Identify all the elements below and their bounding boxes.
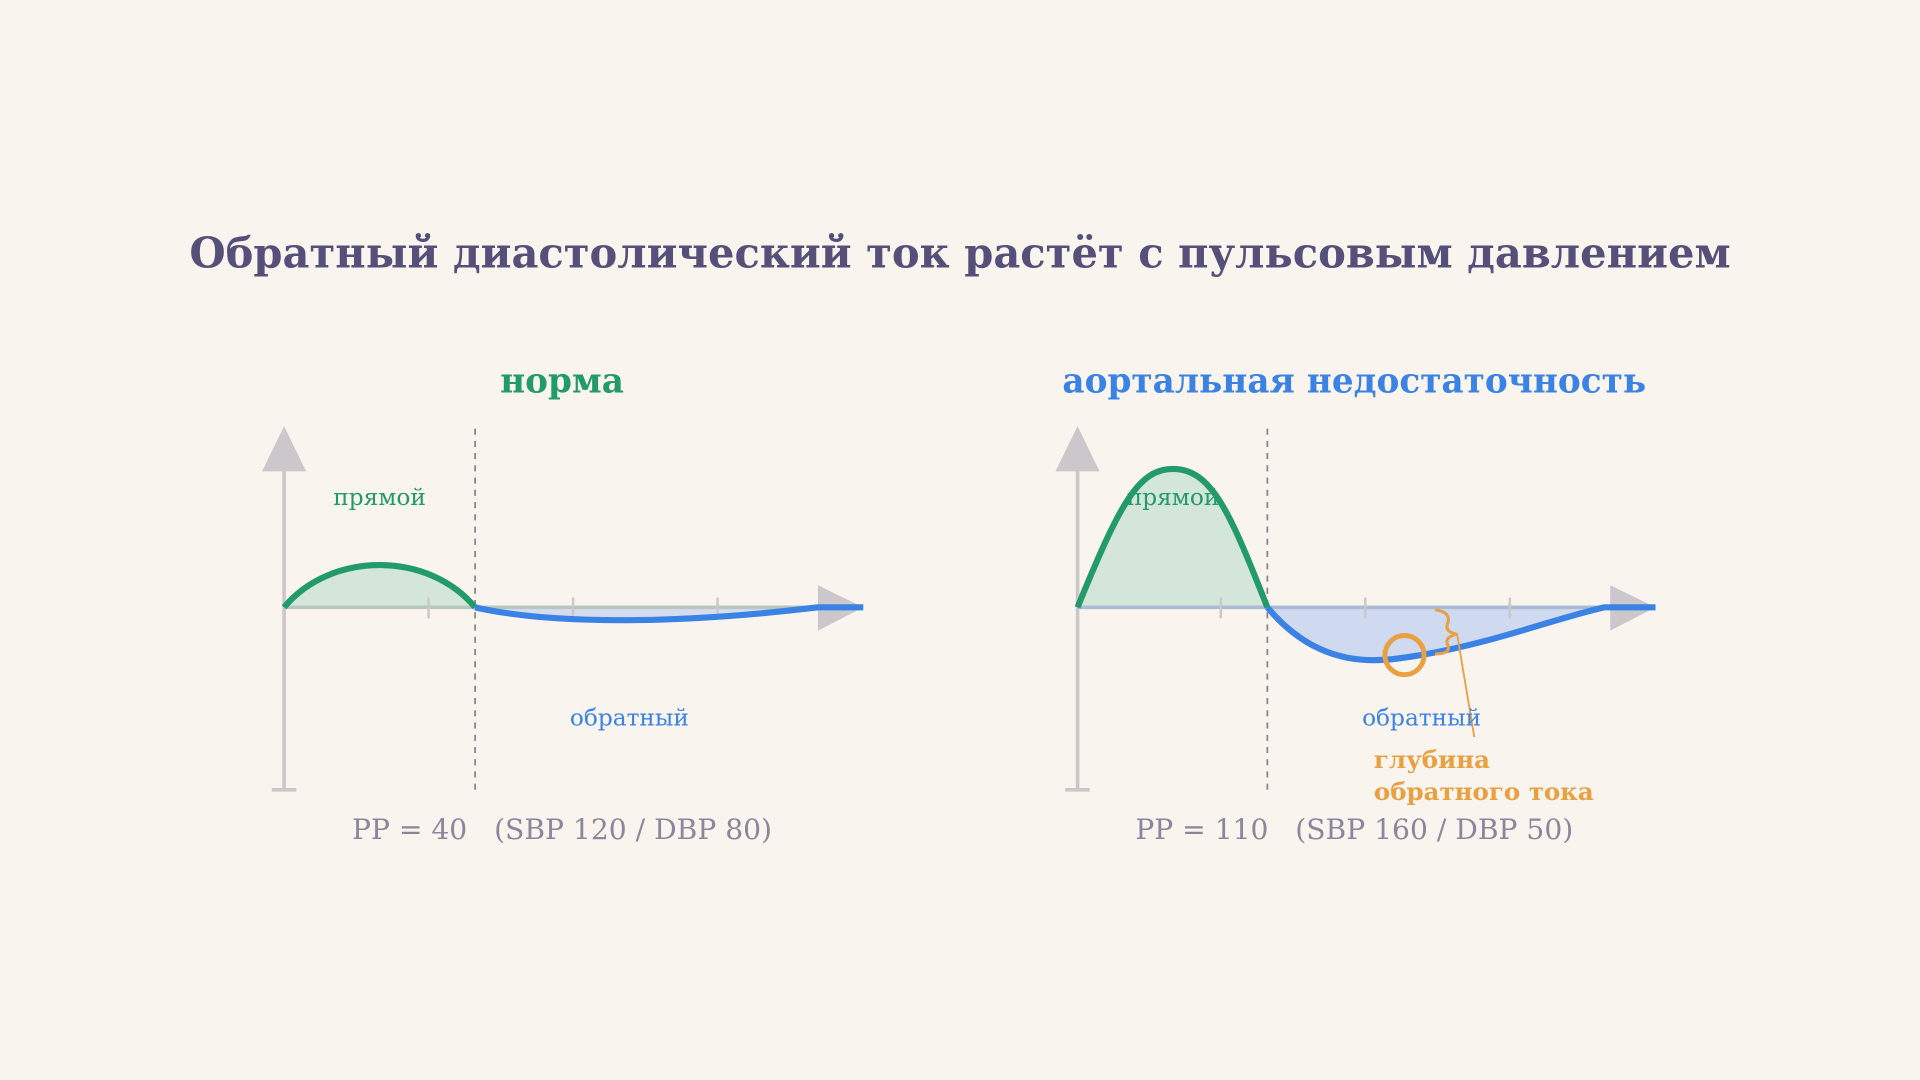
forward-curve: [281, 562, 478, 610]
title: Обратный диастолический ток растёт с пул…: [189, 229, 1730, 278]
caption: PP = 40 (SBP 120 / DBP 80): [352, 813, 772, 846]
depth-marker: [1382, 633, 1427, 678]
reverse-label: обратный: [570, 704, 689, 731]
panel-regurgitation: аортальная недостаточность прямой обратн…: [1055, 361, 1656, 846]
annotation: обратного тока: [1374, 777, 1594, 806]
reverse-area: [1267, 607, 1605, 661]
forward-curve: [1074, 465, 1271, 609]
leader-line: [1456, 634, 1476, 738]
y-arrow: [262, 426, 307, 472]
annotation: глубина: [1374, 745, 1490, 774]
panel-title: аортальная недостаточность: [1062, 361, 1646, 401]
y-arrow: [1055, 426, 1100, 472]
panel-title: норма: [500, 361, 624, 401]
reverse-curve: [474, 604, 864, 624]
forward-label: прямой: [333, 484, 426, 511]
reverse-curve: [1264, 604, 1656, 664]
caption: PP = 110 (SBP 160 / DBP 50): [1135, 813, 1573, 846]
panel-normal: норма прямой обратный PP = 40 (SBP 120 /…: [262, 361, 864, 846]
reverse-label: обратный: [1362, 704, 1481, 731]
forward-label: прямой: [1127, 484, 1220, 511]
